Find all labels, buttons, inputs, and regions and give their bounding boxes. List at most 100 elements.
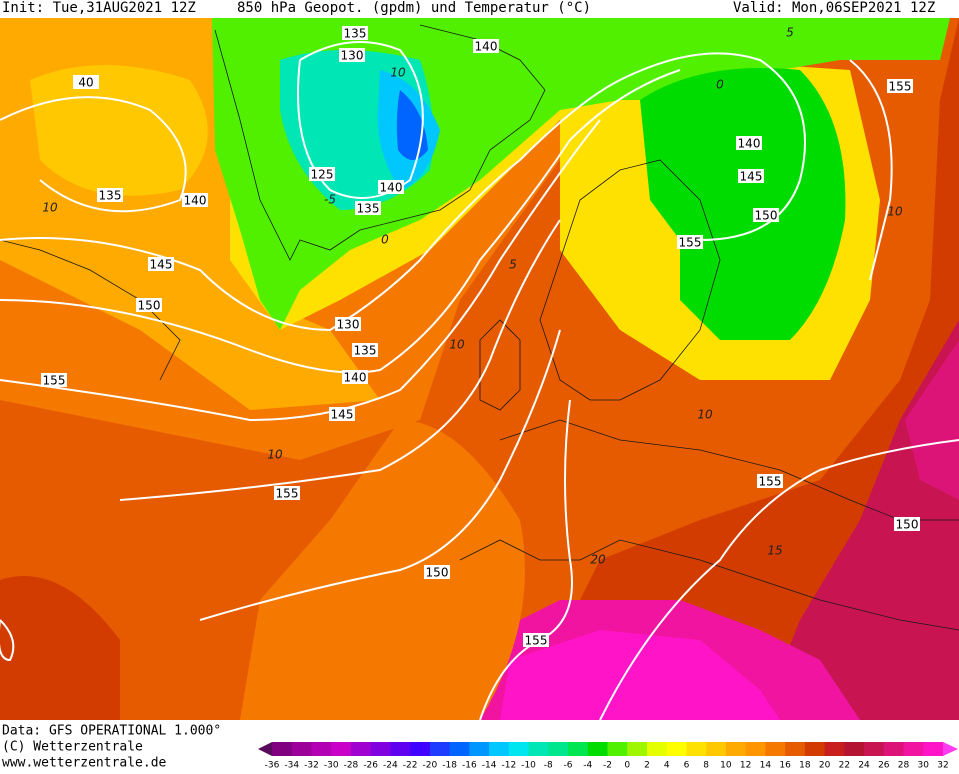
colorbar-label: -18: [442, 761, 457, 771]
colorbar-label: -36: [265, 761, 280, 771]
contour-label-box: [342, 26, 368, 40]
colorbar-end: [943, 742, 958, 756]
colorbar-label: -20: [423, 761, 438, 771]
colorbar-label: -6: [564, 761, 573, 771]
geopotential-label: 130: [341, 49, 364, 63]
contour-label-box: [753, 208, 779, 222]
colorbar-label: -2: [603, 761, 612, 771]
contour-label-box: [148, 257, 174, 271]
colorbar-cell: [350, 742, 372, 756]
geopotential-label: 140: [475, 40, 498, 54]
contour-label-box: [677, 235, 703, 249]
geopotential-label: 155: [43, 374, 66, 388]
geopotential-label: 140: [344, 371, 367, 385]
copyright: (C) Wetterzentrale: [2, 740, 143, 755]
colorbar-label: -16: [462, 761, 477, 771]
temperature-label: 15: [767, 544, 782, 558]
colorbar-label: -8: [544, 761, 553, 771]
geopotential-label: 145: [331, 408, 354, 422]
colorbar-cell: [666, 742, 687, 756]
map-title: 850 hPa Geopot. (gpdm) und Temperatur (°…: [237, 0, 591, 16]
colorbar-label: 24: [858, 761, 870, 771]
colorbar-cell: [587, 742, 608, 756]
website: www.wetterzentrale.de: [2, 756, 167, 771]
contour-line: [119, 219, 561, 501]
contour-label-box: [894, 517, 920, 531]
colorbar-label: -30: [324, 761, 339, 771]
geopotential-label: 150: [138, 299, 161, 313]
temperature-label: 10: [697, 408, 713, 422]
colorbar-label: 30: [918, 761, 930, 771]
contour-label-box: [335, 317, 361, 331]
colorbar-label: 0: [624, 761, 630, 771]
geopotential-label: 125: [311, 168, 334, 182]
colorbar-cell: [331, 742, 352, 756]
field-green-east: [640, 68, 846, 340]
colorbar-label: 32: [937, 761, 948, 771]
contour-label-box: [182, 193, 208, 207]
colorbar-cell: [923, 742, 944, 756]
temperature-label: 10: [390, 66, 406, 80]
colorbar-label: 10: [720, 761, 732, 771]
contour-line: [0, 96, 187, 213]
contour-label-box: [424, 565, 450, 579]
coastline-labrador: [0, 239, 181, 381]
colorbar-label: -4: [583, 761, 592, 771]
temperature-label: 10: [887, 205, 903, 219]
colorbar-cell: [311, 742, 332, 756]
coastline-scandinavia: [539, 159, 721, 401]
contour-line: [0, 52, 806, 332]
field-red-sw: [0, 576, 120, 720]
field-magenta: [500, 630, 780, 720]
field-pink-east: [905, 340, 959, 500]
colorbar-cell: [370, 742, 391, 756]
geopotential-label: 155: [679, 236, 702, 250]
contour-label-box: [339, 48, 365, 62]
contour-label-box: [309, 167, 335, 181]
colorbar-cell: [765, 742, 786, 756]
temperature-label: 10: [42, 201, 58, 215]
colorbar-cell: [824, 742, 845, 756]
colorbar-label: 22: [839, 761, 850, 771]
map-field: [0, 18, 959, 720]
colorbar-label: 16: [779, 761, 791, 771]
colorbar-label: -24: [383, 761, 398, 771]
colorbar-label: -32: [304, 761, 319, 771]
colorbar-cell: [725, 742, 747, 756]
colorbar-cell: [745, 742, 766, 756]
contour-line: [849, 59, 893, 281]
colorbar-label: -10: [521, 761, 536, 771]
colorbar-cell: [291, 742, 312, 756]
colorbar-label: -28: [344, 761, 359, 771]
geopotential-label: 155: [759, 475, 782, 489]
geopotential-label: 140: [184, 194, 207, 208]
geopotential-label: 145: [150, 258, 173, 272]
temperature-label: 0: [716, 78, 724, 92]
colorbar-label: 28: [898, 761, 910, 771]
temperature-label: 0: [381, 233, 389, 247]
geopotential-contours: [0, 41, 959, 721]
contour-label-box: [757, 474, 783, 488]
colorbar-label: 26: [878, 761, 890, 771]
geopotential-label: 135: [354, 344, 377, 358]
contour-label-box: [329, 407, 355, 421]
colorbar-cell: [804, 742, 826, 756]
contour-label-box: [73, 75, 99, 89]
contour-label-box: [274, 486, 300, 500]
colorbar-cell: [489, 742, 510, 756]
colorbar-label: 20: [819, 761, 831, 771]
contour-label-box: [352, 343, 378, 357]
geopotential-label: 155: [525, 634, 548, 648]
colorbar-cell: [528, 742, 549, 756]
colorbar-cell: [548, 742, 569, 756]
contour-label-box: [342, 370, 368, 384]
geopotential-label: 155: [889, 80, 912, 94]
colorbar: -36 -34 -32 -30 -28 -26 -24 -22 -20 -18 -16 -14 -12-…: [258, 742, 958, 771]
colorbar-label: 12: [740, 761, 751, 771]
colorbar-cell: [785, 742, 806, 756]
colorbar-cell: [883, 742, 905, 756]
coastline-greenland: [214, 24, 546, 261]
contour-line: [0, 69, 681, 374]
colorbar-end: [258, 742, 272, 756]
